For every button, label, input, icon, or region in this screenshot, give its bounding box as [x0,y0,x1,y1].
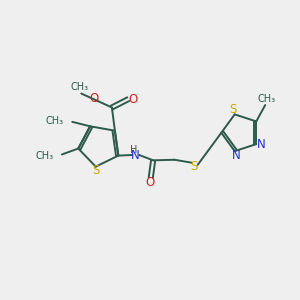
Text: H: H [130,145,137,154]
Text: CH₃: CH₃ [258,94,276,104]
Text: N: N [257,138,266,151]
Text: CH₃: CH₃ [46,116,64,126]
Text: O: O [128,93,137,106]
Text: O: O [146,176,155,189]
Text: S: S [93,164,100,177]
Text: O: O [89,92,98,105]
Text: S: S [230,103,237,116]
Text: N: N [232,149,241,162]
Text: S: S [190,160,198,173]
Text: N: N [131,149,140,162]
Text: CH₃: CH₃ [71,82,89,92]
Text: CH₃: CH₃ [35,151,54,161]
